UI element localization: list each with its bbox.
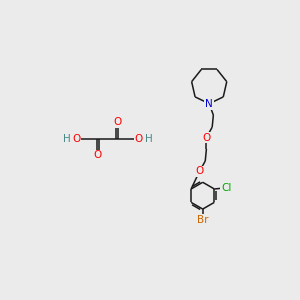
Text: Br: Br xyxy=(197,215,208,225)
Text: O: O xyxy=(93,150,101,161)
Text: O: O xyxy=(195,167,204,176)
Text: O: O xyxy=(202,133,211,142)
Text: O: O xyxy=(114,117,122,127)
Text: H: H xyxy=(145,134,152,144)
Text: O: O xyxy=(135,134,143,144)
Text: O: O xyxy=(72,134,80,144)
Text: N: N xyxy=(205,99,213,109)
Text: H: H xyxy=(63,134,70,144)
Text: Cl: Cl xyxy=(221,183,232,193)
